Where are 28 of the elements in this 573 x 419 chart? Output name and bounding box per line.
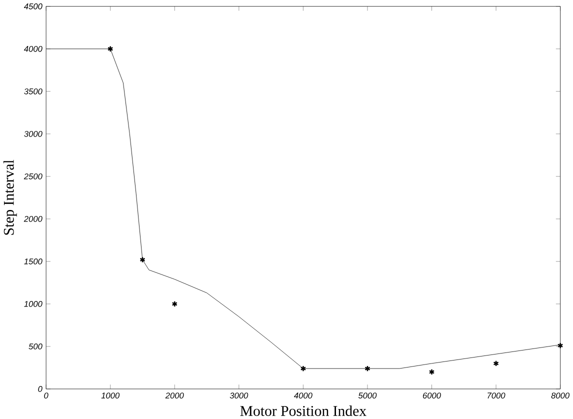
y-tick-label: 500 <box>28 343 42 350</box>
x-tick-label: 4000 <box>294 392 312 398</box>
x-tick-label: 8000 <box>551 392 570 398</box>
y-axis-title: Step Interval <box>3 160 17 235</box>
x-axis-title: Motor Position Index <box>240 405 366 416</box>
y-tick-label: 0 <box>38 386 42 392</box>
point <box>172 300 178 307</box>
x-tick-label: 6000 <box>422 392 441 398</box>
y-tick-label: 1500 <box>24 258 42 264</box>
y-tick-label: 4500 <box>24 3 42 10</box>
point <box>140 256 146 263</box>
x-tick-label: 5000 <box>358 392 377 398</box>
y-tick-label: 2000 <box>24 216 42 222</box>
y-tick-label: 4000 <box>24 46 42 52</box>
point <box>108 46 114 52</box>
point <box>300 365 306 372</box>
x-tick-label: 0 <box>44 392 48 398</box>
x-tick-label: 2000 <box>165 392 184 398</box>
x-tick-label: 3000 <box>230 392 248 398</box>
x-tick-label: 7000 <box>488 392 506 398</box>
y-tick-label: 1000 <box>24 300 42 307</box>
y-tick-label: 2500 <box>24 173 42 180</box>
point <box>364 365 370 372</box>
point <box>493 360 499 366</box>
point <box>428 368 435 375</box>
x-tick-label: 1000 <box>101 392 120 398</box>
y-tick-label: 3000 <box>24 130 42 137</box>
y-tick-label: 3500 <box>24 88 42 94</box>
